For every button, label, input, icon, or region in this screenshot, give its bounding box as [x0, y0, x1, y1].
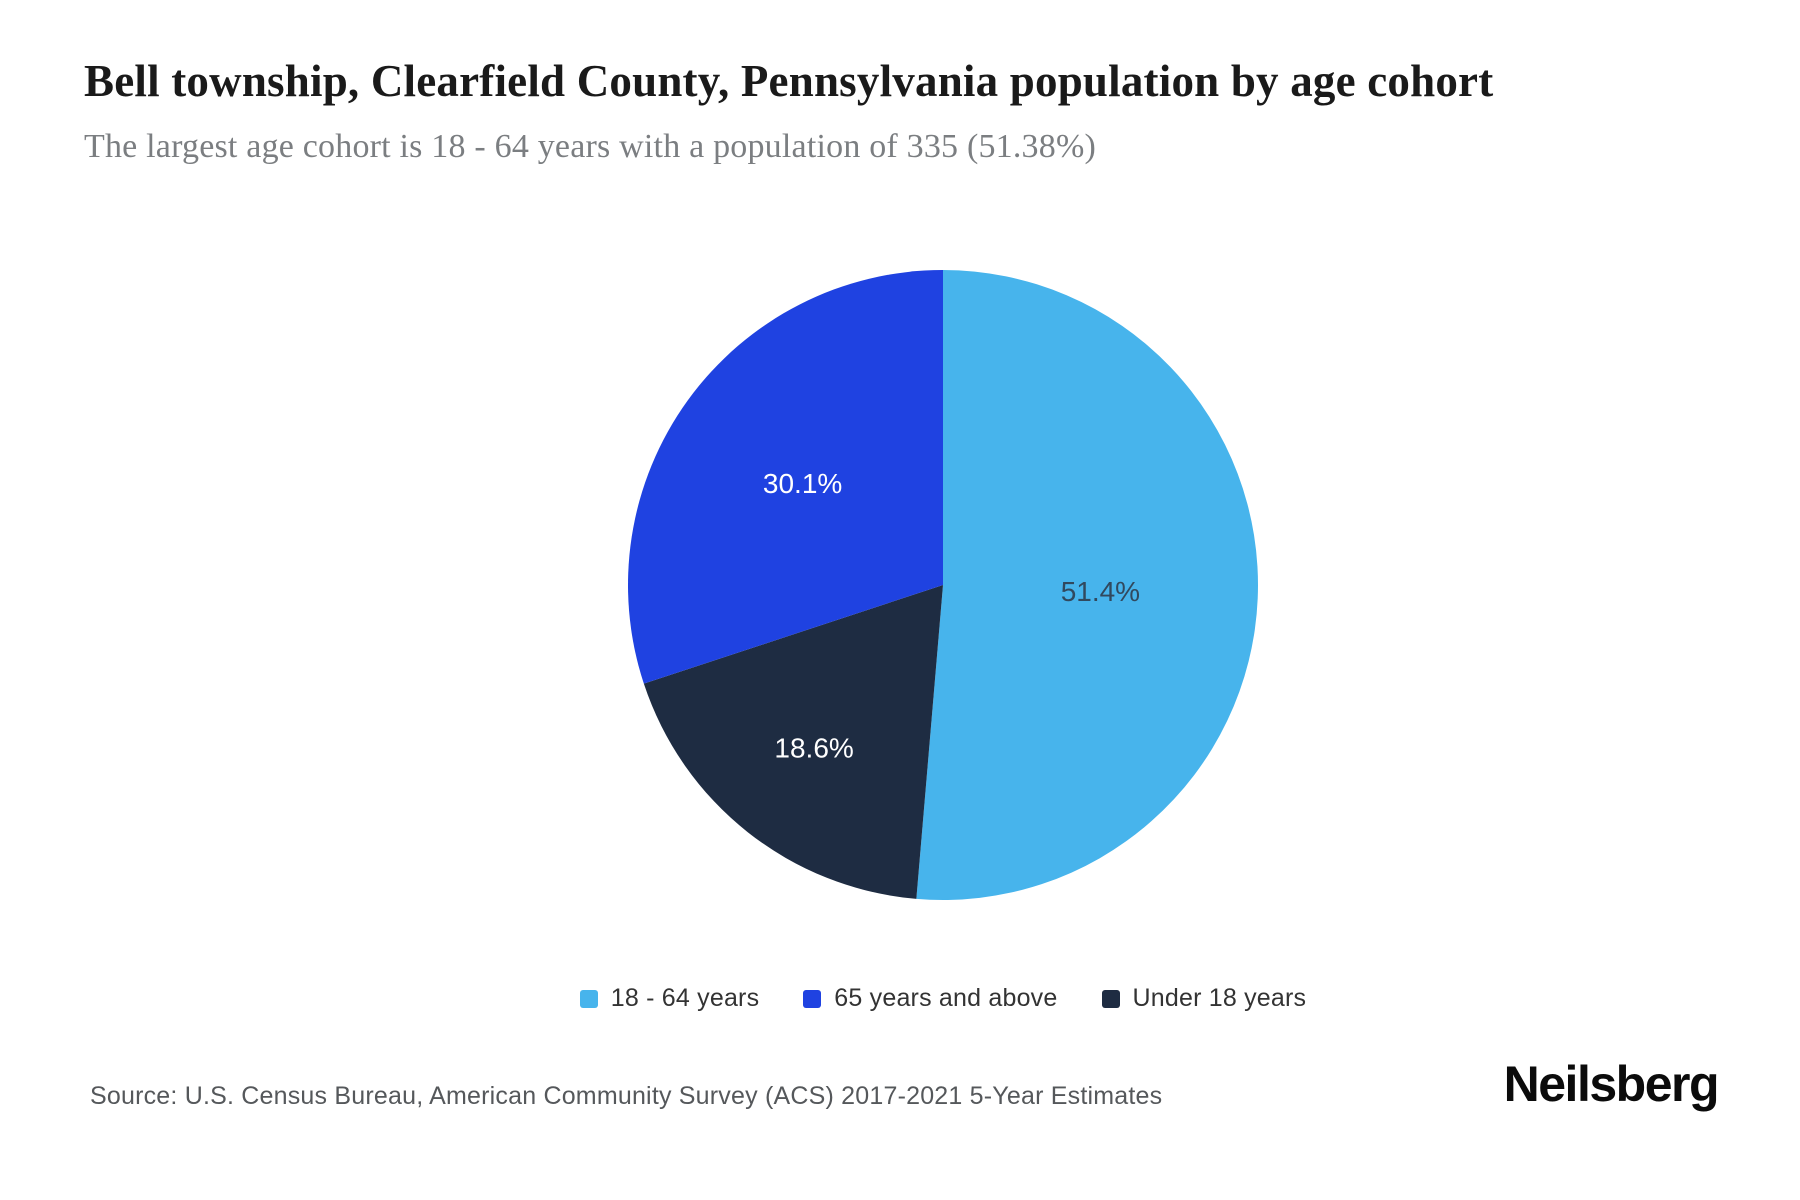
- pie-slice-value-label-18-64-years: 51.4%: [1061, 576, 1140, 607]
- pie-slice-under-18-years[interactable]: [643, 585, 943, 899]
- legend-label: Under 18 years: [1132, 984, 1307, 1012]
- legend-swatch-65-years-and-above: [803, 989, 822, 1008]
- legend: 18 - 64 years 65 years and above Under 1…: [86, 984, 1800, 1013]
- legend-swatch-under-18-years: [1101, 989, 1120, 1008]
- legend-item-18-64-years[interactable]: 18 - 64 years: [579, 984, 760, 1013]
- legend-label: 65 years and above: [834, 984, 1058, 1012]
- legend-swatch-18-64-years: [579, 989, 598, 1008]
- legend-label: 18 - 64 years: [610, 984, 760, 1012]
- chart-subtitle: The largest age cohort is 18 - 64 years …: [84, 128, 1097, 165]
- legend-item-under-18-years[interactable]: Under 18 years: [1101, 984, 1307, 1013]
- page-title: Bell township, Clearfield County, Pennsy…: [84, 56, 1494, 106]
- pie-slice-value-label-under-18-years: 18.6%: [774, 733, 853, 764]
- neilsberg-logo: Neilsberg: [1503, 1056, 1720, 1112]
- pie-chart[interactable]: 51.4% 18.6% 30.1%: [628, 270, 1258, 900]
- legend-item-65-years-and-above[interactable]: 65 years and above: [803, 984, 1057, 1013]
- pie-slice-18-64-years[interactable]: [916, 270, 1258, 900]
- pie-slice-65-years-and-above[interactable]: [628, 270, 943, 684]
- source-attribution: Source: U.S. Census Bureau, American Com…: [90, 1082, 1163, 1110]
- pie-slice-value-label-65-years-and-above: 30.1%: [763, 468, 842, 499]
